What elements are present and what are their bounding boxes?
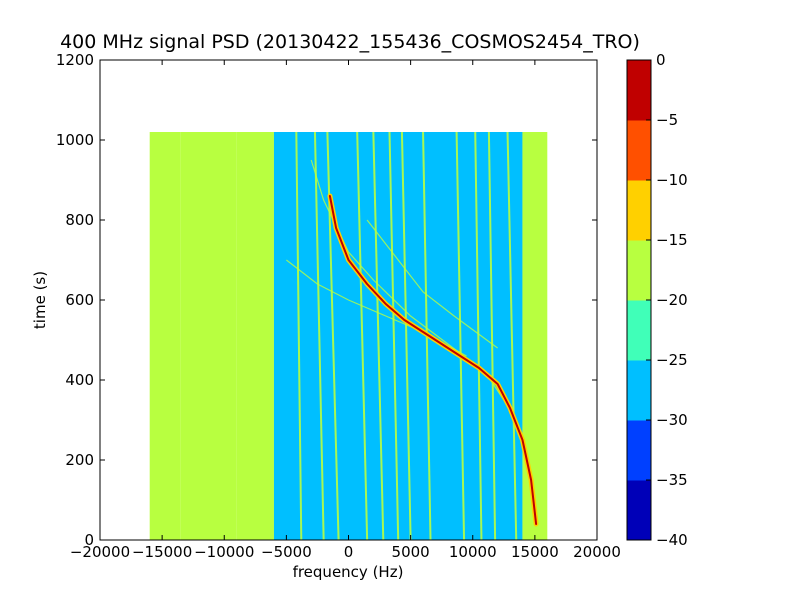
colorbar-band xyxy=(627,240,651,301)
colorbar: −40 −35 −30 −25 −20 −15 −10 −5 0 xyxy=(626,51,688,549)
colorbar-band xyxy=(627,360,651,421)
tone-line-9 xyxy=(372,131,385,540)
y-axis-label: time (s) xyxy=(31,271,49,329)
x-tick-label: 15000 xyxy=(511,543,559,561)
colorbar-tick-label: −15 xyxy=(656,231,688,249)
x-tick-label: 0 xyxy=(344,543,354,561)
tone-line-10 xyxy=(388,131,400,540)
colorbar-band xyxy=(627,120,651,181)
psd-region-3 xyxy=(273,132,523,540)
heatmap-layer xyxy=(149,131,548,540)
colorbar-band xyxy=(627,60,651,121)
colorbar-ticks: −40 −35 −30 −25 −20 −15 −10 −5 0 xyxy=(646,51,688,549)
colorbar-tick-label: −5 xyxy=(656,111,678,129)
colorbar-tick-label: −10 xyxy=(656,171,688,189)
colorbar-tick-label: −20 xyxy=(656,291,688,309)
colorbar-tick-label: −35 xyxy=(656,471,688,489)
y-tick-label: 1200 xyxy=(56,51,94,69)
tone-line-8 xyxy=(356,131,369,540)
tone-line-5 xyxy=(295,131,303,540)
x-axis-label: frequency (Hz) xyxy=(293,563,404,581)
x-tick-label: −5000 xyxy=(261,543,312,561)
psd-region-0 xyxy=(149,132,181,540)
tone-line-11 xyxy=(400,131,412,540)
tone-line-6 xyxy=(313,131,325,540)
colorbar-band xyxy=(627,420,651,481)
colorbar-band xyxy=(627,180,651,241)
y-tick-label: 600 xyxy=(65,291,94,309)
tone-line-4 xyxy=(266,131,273,540)
y-tick-label: 200 xyxy=(65,451,94,469)
signal-trace xyxy=(328,195,538,525)
psd-region-1 xyxy=(180,132,237,540)
colorbar-tick-label: −40 xyxy=(656,531,688,549)
x-tick-label: −20000 xyxy=(70,543,130,561)
y-tick-label: 0 xyxy=(84,531,94,549)
x-tick-label: 5000 xyxy=(392,543,430,561)
colorbar-band xyxy=(627,480,651,541)
y-axis-ticks: 0 200 400 600 800 1000 1200 xyxy=(56,51,597,549)
x-tick-label: −10000 xyxy=(194,543,254,561)
tone-line-14 xyxy=(474,131,483,540)
colorbar-bands xyxy=(627,60,651,541)
tone-line-2 xyxy=(219,131,228,540)
tone-line-16 xyxy=(506,131,518,540)
x-tick-label: 20000 xyxy=(573,543,621,561)
tone-line-3 xyxy=(251,131,257,540)
y-tick-label: 800 xyxy=(65,211,94,229)
colorbar-band xyxy=(627,300,651,361)
tone-line-13 xyxy=(455,131,466,540)
tone-line-1 xyxy=(202,131,207,540)
plot-area: −20000 −15000 −10000 −5000 0 5000 10000 15000 20… xyxy=(56,51,621,561)
colorbar-tick-label: 0 xyxy=(656,51,666,69)
y-tick-label: 1000 xyxy=(56,131,94,149)
chart-title: 400 MHz signal PSD (20130422_155436_COSM… xyxy=(60,31,640,53)
colorbar-tick-label: −30 xyxy=(656,411,688,429)
x-tick-label: −15000 xyxy=(132,543,192,561)
psd-region-4 xyxy=(522,132,548,540)
colorbar-tick-label: −25 xyxy=(656,351,688,369)
x-axis-ticks: −20000 −15000 −10000 −5000 0 5000 10000 15000 20… xyxy=(70,60,621,561)
y-tick-label: 400 xyxy=(65,371,94,389)
satellite-trace-2 xyxy=(366,219,498,349)
x-tick-label: 10000 xyxy=(449,543,497,561)
tone-line-15 xyxy=(487,131,497,540)
